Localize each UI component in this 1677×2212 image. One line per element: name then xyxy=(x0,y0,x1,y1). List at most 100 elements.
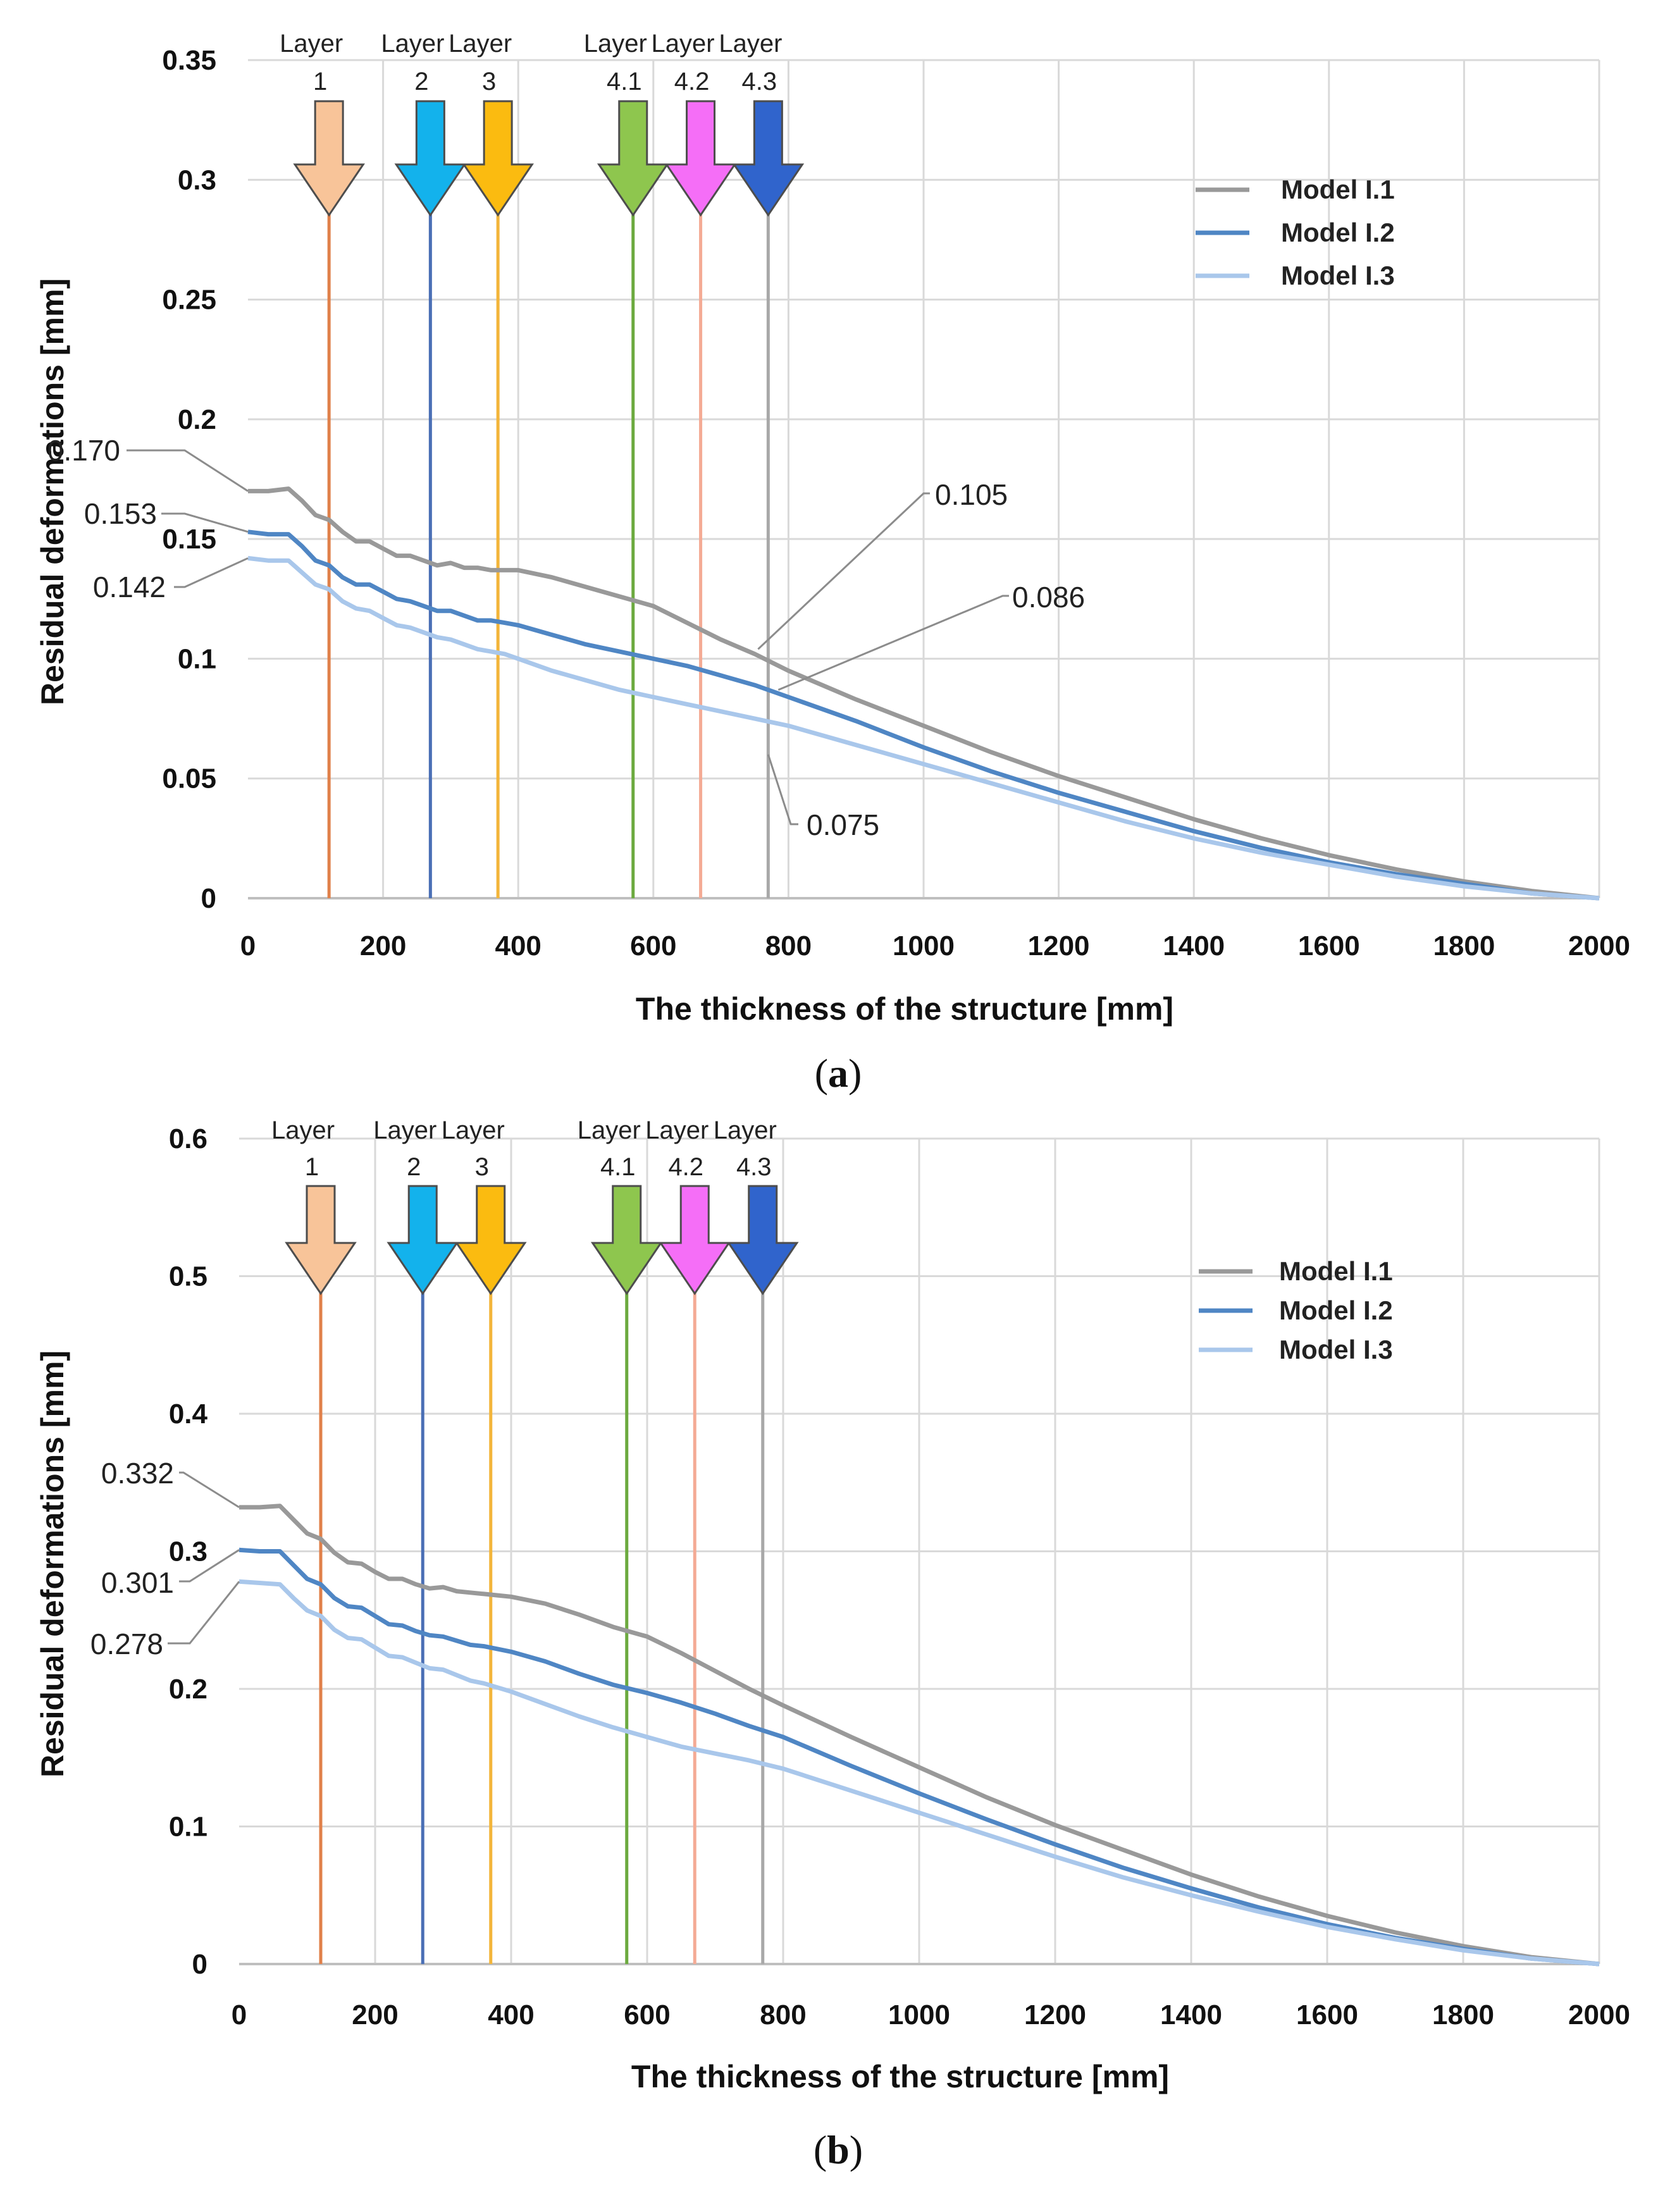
layer-label-top: Layer xyxy=(280,30,343,58)
callout-leader xyxy=(179,1549,240,1583)
layer-label-number: 4.1 xyxy=(607,68,642,96)
layer-label-top: Layer xyxy=(584,30,647,58)
callout-leader xyxy=(168,1581,240,1645)
layer-arrow-2 xyxy=(394,100,467,217)
layer-label-number: 2 xyxy=(407,1153,421,1181)
layer-arrow-2 xyxy=(387,1185,459,1295)
callout-leader xyxy=(767,754,798,825)
gridlines xyxy=(248,59,1600,898)
y-tick-label: 0 xyxy=(192,1949,207,1980)
layer-arrow-3 xyxy=(454,1185,527,1295)
y-tick-label: 0.1 xyxy=(169,1812,207,1843)
series-line-2 xyxy=(247,529,1600,901)
layer-arrow-4.3 xyxy=(726,1185,799,1295)
x-tick-label: 1000 xyxy=(893,930,955,961)
legend-label-1: Model I.1 xyxy=(1279,1256,1393,1286)
legend-label-3: Model I.3 xyxy=(1279,1335,1393,1364)
legend-label-2: Model I.2 xyxy=(1281,218,1395,247)
panel-caption-letter: a xyxy=(828,1051,848,1096)
y-tick-label: 0.4 xyxy=(169,1399,208,1430)
layer-arrow-3 xyxy=(462,100,534,217)
layer-arrow-4.2 xyxy=(659,1185,731,1295)
x-tick-label: 2000 xyxy=(1568,930,1630,961)
x-tick-label: 600 xyxy=(624,1999,670,2030)
layer-label-number: 3 xyxy=(475,1153,489,1181)
layer-label-top: Layer xyxy=(449,30,512,58)
x-tick-label: 1800 xyxy=(1432,1999,1494,2030)
series-line-3 xyxy=(238,1579,1600,1967)
callout-label: 0.332 xyxy=(101,1457,174,1490)
layer-label-number: 1 xyxy=(305,1153,319,1181)
y-axis-title: Residual deformations [mm] xyxy=(35,1350,70,1777)
callout-label: 0.075 xyxy=(807,808,879,841)
x-axis-title: The thickness of the structure [mm] xyxy=(636,991,1173,1027)
layer-label-top: Layer xyxy=(578,1116,641,1144)
layer-arrow-4.2 xyxy=(664,100,737,217)
x-tick-label: 400 xyxy=(495,930,541,961)
x-tick-label: 800 xyxy=(760,1999,806,2030)
callout-label: 0.153 xyxy=(84,497,157,530)
layer-label-number: 4.2 xyxy=(668,1153,703,1181)
x-tick-label: 1400 xyxy=(1160,1999,1222,2030)
layer-label-number: 4.1 xyxy=(600,1153,636,1181)
x-tick-label: 1400 xyxy=(1163,930,1225,961)
chart-panel-a: 0 200 400 600 800 1000 1200 1400 1600 1800 2000 0 0.… xyxy=(35,30,1630,1096)
panel-caption-letter: b xyxy=(827,2127,850,2172)
callout-label: 0.142 xyxy=(93,571,166,603)
y-tick-label: 0.2 xyxy=(169,1674,207,1705)
layer-label-top: Layer xyxy=(652,30,715,58)
y-axis-title: Residual deformations [mm] xyxy=(35,278,70,705)
gridlines xyxy=(239,1137,1600,1964)
layer-label-top: Layer xyxy=(373,1116,436,1144)
legend-label-3: Model I.3 xyxy=(1281,261,1395,290)
layer-label-number: 4.2 xyxy=(674,68,710,96)
panel-caption: (b) xyxy=(814,2127,863,2172)
legend-label-1: Model I.1 xyxy=(1281,175,1395,204)
x-axis-title: The thickness of the structure [mm] xyxy=(631,2059,1169,2094)
layer-label-number: 4.3 xyxy=(742,68,777,96)
callout-leader xyxy=(179,1471,240,1509)
layer-arrow-4.1 xyxy=(590,1185,663,1295)
callout-leader xyxy=(174,557,249,588)
series-line-2 xyxy=(238,1547,1600,1967)
layer-label-top: Layer xyxy=(442,1116,505,1144)
layer-label-number: 2 xyxy=(414,68,428,96)
legend-label-2: Model I.2 xyxy=(1279,1295,1393,1325)
x-tick-label: 600 xyxy=(630,930,676,961)
x-tick-label: 200 xyxy=(352,1999,398,2030)
panel-caption: (a) xyxy=(815,1051,862,1096)
callout-label: 0.086 xyxy=(1012,581,1085,614)
y-tick-label: 0.25 xyxy=(162,285,216,316)
y-tick-label: 0.05 xyxy=(162,763,216,794)
y-tick-label: 0.5 xyxy=(169,1261,207,1292)
x-tick-label: 400 xyxy=(488,1999,534,2030)
x-tick-label: 1600 xyxy=(1296,1999,1358,2030)
x-tick-label: 1600 xyxy=(1298,930,1360,961)
layer-label-number: 4.3 xyxy=(736,1153,772,1181)
layer-label-top: Layer xyxy=(645,1116,709,1144)
layer-label-top: Layer xyxy=(714,1116,777,1144)
y-tick-label: 0 xyxy=(201,883,216,914)
callout-leader xyxy=(757,492,930,650)
callout-label: 0.105 xyxy=(935,478,1008,511)
y-tick-label: 0.1 xyxy=(178,643,216,674)
layer-arrow-4.1 xyxy=(597,100,669,217)
y-tick-label: 0.3 xyxy=(169,1536,207,1567)
y-tick-label: 0.6 xyxy=(169,1123,207,1154)
layer-label-top: Layer xyxy=(271,1116,335,1144)
callout-label: 0.170 xyxy=(47,434,120,467)
y-tick-label: 0.3 xyxy=(178,164,216,195)
x-tick-label: 800 xyxy=(765,930,812,961)
callout-label: 0.301 xyxy=(101,1566,174,1599)
layer-label-top: Layer xyxy=(719,30,782,58)
series-line-1 xyxy=(239,1504,1600,1967)
callout-leader xyxy=(777,595,1009,691)
series-line-1 xyxy=(248,486,1600,901)
layer-label-number: 1 xyxy=(313,68,327,96)
callout-label: 0.278 xyxy=(90,1628,163,1660)
x-tick-label: 0 xyxy=(232,1999,247,2030)
x-tick-label: 1800 xyxy=(1433,930,1495,961)
x-tick-label: 1200 xyxy=(1028,930,1090,961)
layer-label-number: 3 xyxy=(482,68,496,96)
